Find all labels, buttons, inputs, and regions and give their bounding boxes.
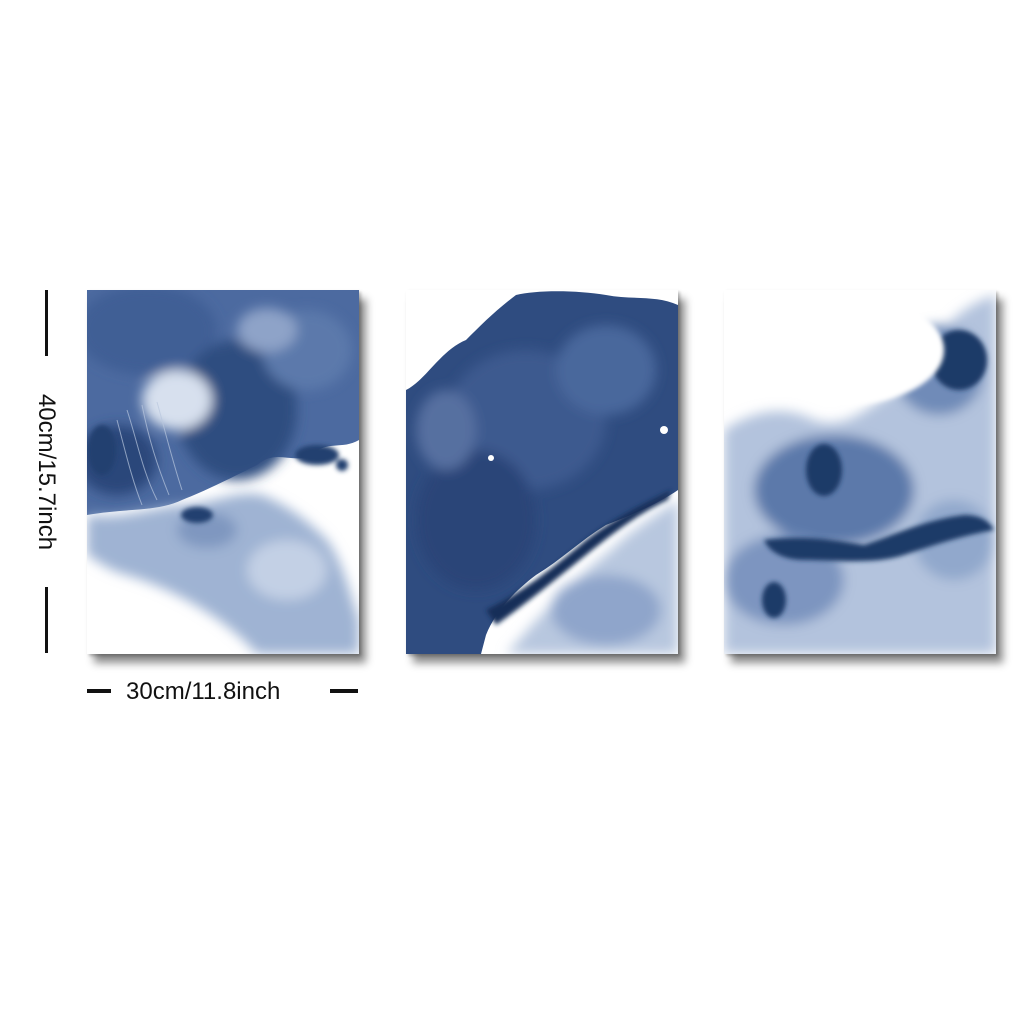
height-dimension-line-bottom bbox=[45, 587, 48, 653]
watercolor-artwork-left bbox=[87, 290, 359, 654]
height-dimension-line-top bbox=[45, 290, 48, 356]
watercolor-artwork-center bbox=[406, 291, 678, 654]
width-dimension-line-right bbox=[330, 689, 358, 693]
canvas-panel-center bbox=[406, 290, 678, 654]
canvas-panel-left bbox=[87, 290, 359, 654]
canvas-panel-right bbox=[724, 290, 996, 654]
width-dimension-label: 30cm/11.8inch bbox=[126, 678, 281, 705]
width-dimension-line-left bbox=[87, 689, 111, 693]
height-dimension-label: 40cm/15.7inch bbox=[33, 393, 60, 551]
watercolor-artwork-right bbox=[724, 290, 996, 654]
